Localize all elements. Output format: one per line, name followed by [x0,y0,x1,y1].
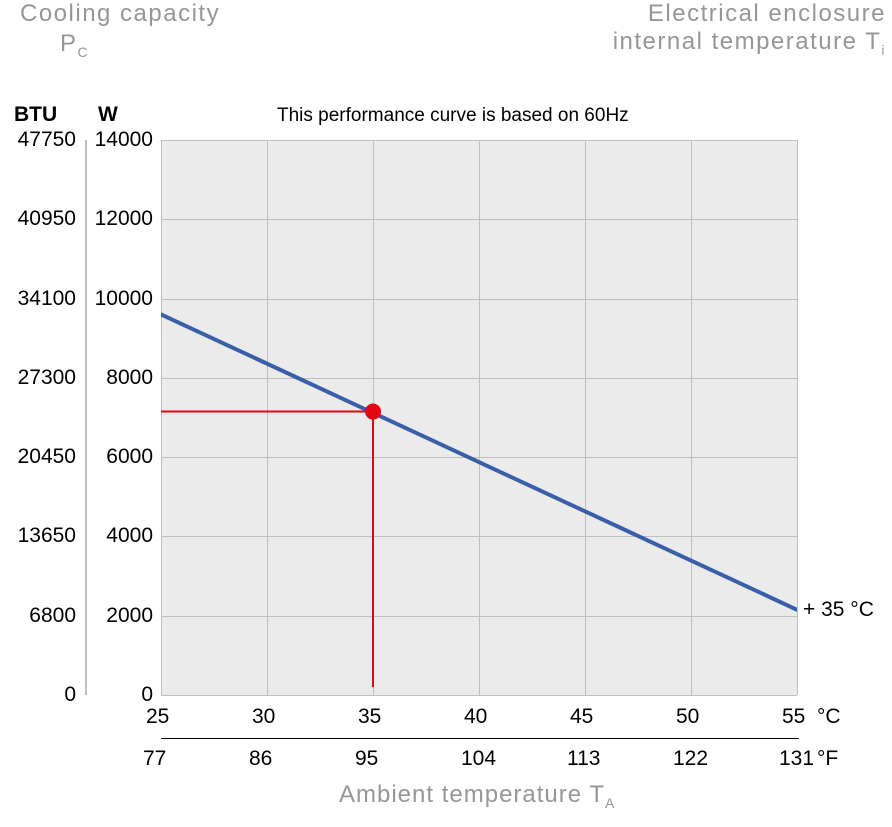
fahrenheit-tick-label: 113 [567,747,600,771]
gridline-vertical [585,140,586,695]
celsius-tick-label: 55 [782,705,805,729]
gridline-vertical [373,140,374,695]
celsius-tick-label: 50 [676,705,699,729]
w-axis-label: W [98,103,118,127]
fahrenheit-divider-line [161,738,799,739]
btu-tick-label: 40950 [6,207,76,231]
fahrenheit-tick-label: 77 [143,747,166,771]
btu-tick-label: 27300 [6,366,76,390]
btu-tick-label: 0 [6,683,76,707]
w-tick-label: 14000 [93,128,153,152]
enclosure-label-line1: Electrical enclosure [613,0,886,28]
fahrenheit-tick-label: 95 [355,747,378,771]
w-tick-label: 12000 [93,207,153,231]
gridline-horizontal [161,616,797,617]
series-label-35c: + 35 °C [803,598,874,622]
gridline-horizontal [161,219,797,220]
x-axis-title: Ambient temperature TA [339,781,615,811]
enclosure-label-line2: internal temperature T [613,28,882,55]
internal-temp-title-group: Electrical enclosure internal temperatur… [613,0,886,58]
gridline-vertical [691,140,692,695]
fahrenheit-tick-label: 104 [461,747,496,771]
btu-tick-label: 6800 [6,604,76,628]
w-tick-label: 10000 [93,287,153,311]
celsius-tick-label: 40 [464,705,487,729]
x-unit-celsius: °C [817,705,841,729]
w-tick-label: 6000 [93,445,153,469]
pc-subscript: C [78,44,90,60]
gridline-horizontal [161,695,797,696]
gridline-horizontal [161,536,797,537]
btu-tick-label: 47750 [6,128,76,152]
ti-subscript: i [881,42,886,58]
x-unit-fahrenheit: °F [817,747,838,771]
btu-tick-label: 20450 [6,445,76,469]
pc-symbol: P [60,30,78,57]
y-axis-divider [85,140,87,695]
w-tick-label: 4000 [93,524,153,548]
celsius-tick-label: 25 [146,705,169,729]
plot-area [161,140,797,695]
chart-title: This performance curve is based on 60Hz [277,105,629,127]
celsius-tick-label: 35 [358,705,381,729]
gridline-vertical [797,140,798,695]
w-tick-label: 8000 [93,366,153,390]
celsius-tick-label: 30 [252,705,275,729]
gridline-horizontal [161,299,797,300]
w-tick-label: 2000 [93,604,153,628]
gridline-horizontal [161,378,797,379]
btu-tick-label: 13650 [6,524,76,548]
fahrenheit-tick-label: 131 [779,747,814,771]
fahrenheit-tick-label: 86 [249,747,272,771]
btu-axis-label: BTU [14,103,57,127]
gridline-vertical [479,140,480,695]
cooling-capacity-label: Cooling capacity [20,0,220,27]
x-axis-title-text: Ambient temperature T [339,781,605,808]
btu-tick-label: 34100 [6,287,76,311]
w-tick-label: 0 [93,683,153,707]
y-axis-title-group: Cooling capacity PC [20,0,220,28]
gridline-vertical [267,140,268,695]
celsius-tick-label: 45 [570,705,593,729]
fahrenheit-tick-label: 122 [673,747,708,771]
x-axis-title-subscript: A [605,795,615,811]
gridline-horizontal [161,457,797,458]
gridline-horizontal [161,140,797,141]
gridline-vertical [161,140,162,695]
